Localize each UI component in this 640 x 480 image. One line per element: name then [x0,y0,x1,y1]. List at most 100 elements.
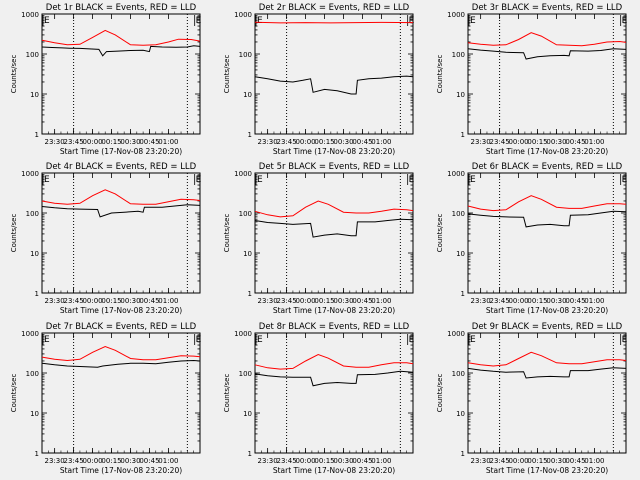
e-marker: E [622,16,628,26]
x-tick-label: 01:00 [371,457,391,465]
e-marker: E [44,175,50,185]
panel-7: Det 7r BLACK = Events, RED = LLD Counts/s… [10,322,202,475]
x-tick-label: 00:15 [314,297,334,305]
x-tick-label: 23:45 [64,297,84,305]
panel-6: Det 6r BLACK = Events, RED = LLD Counts/s… [436,162,628,315]
y-tick-label: 100 [26,51,39,59]
e-marker: E [44,16,50,26]
series-events [41,204,201,218]
x-tick-label: 00:15 [101,457,121,465]
y-tick-label: 100 [452,51,465,59]
y-tick-label: 100 [26,210,39,218]
x-tick-label: 00:30 [333,457,353,465]
y-tick-label: 1 [35,450,39,458]
x-tick-label: 23:45 [277,297,297,305]
x-tick-label: 00:00 [508,457,528,465]
e-marker: E [257,16,263,26]
series-lld [254,200,414,218]
e-marker: E [622,335,628,345]
x-tick-label: 01:00 [158,138,178,146]
e-marker: E [257,335,263,345]
y-tick-label: 100 [239,51,252,59]
x-tick-label: 00:00 [508,297,528,305]
e-marker: E [196,16,202,26]
x-tick-label: 23:45 [490,457,510,465]
x-tick-label: 00:45 [565,457,585,465]
plot-frame [41,13,201,135]
x-tick-label: 00:00 [295,138,315,146]
e-marker: E [196,175,202,185]
e-marker: E [44,335,50,345]
panel-5: Det 5r BLACK = Events, RED = LLD Counts/s… [223,162,415,315]
e-marker: E [409,335,415,345]
y-tick-label: 10 [243,410,252,418]
panel-title: Det 6r BLACK = Events, RED = LLD [472,162,623,172]
plot-frame [41,332,201,454]
y-axis-label: Counts/sec [223,55,231,94]
x-tick-label: 00:15 [314,138,334,146]
x-tick-label: 00:45 [139,297,159,305]
series-events [254,218,414,238]
x-tick-label: 23:30 [45,138,65,146]
y-tick-label: 10 [456,410,465,418]
x-axis-label: Start Time (17-Nov-08 23:20:20) [273,466,395,475]
e-marker: E [622,175,628,185]
y-tick-label: 10 [30,91,39,99]
x-tick-label: 00:15 [101,297,121,305]
series-events [467,48,627,60]
x-tick-label: 00:30 [333,297,353,305]
y-tick-label: 1000 [234,330,252,338]
x-axis-label: Start Time (17-Nov-08 23:20:20) [486,147,608,156]
x-tick-label: 00:30 [333,138,353,146]
plot-frame [254,172,414,294]
x-tick-label: 00:15 [527,138,547,146]
y-axis-label: Counts/sec [223,214,231,253]
y-axis-label: Counts/sec [436,374,444,413]
y-tick-label: 1000 [447,11,465,19]
y-axis-label: Counts/sec [10,214,18,253]
panel-1: Det 1r BLACK = Events, RED = LLD Counts/s… [10,3,202,156]
x-tick-label: 00:30 [120,457,140,465]
y-tick-label: 1000 [21,330,39,338]
y-tick-label: 10 [30,250,39,258]
y-tick-label: 1 [461,450,465,458]
plot-frame [254,332,414,454]
series-events [254,370,414,387]
x-axis-label: Start Time (17-Nov-08 23:20:20) [60,147,182,156]
y-tick-label: 1000 [447,170,465,178]
y-tick-label: 100 [239,210,252,218]
x-tick-label: 23:30 [258,457,278,465]
y-axis-label: Counts/sec [10,55,18,94]
x-tick-label: 00:00 [82,297,102,305]
y-tick-label: 1000 [21,170,39,178]
x-axis-label: Start Time (17-Nov-08 23:20:20) [273,306,395,315]
y-tick-label: 100 [452,370,465,378]
series-lld [467,351,627,367]
y-tick-label: 1 [461,290,465,298]
x-tick-label: 00:00 [295,457,315,465]
x-tick-label: 01:00 [158,457,178,465]
y-axis-label: Counts/sec [10,374,18,413]
y-tick-label: 1 [248,450,252,458]
panel-8: Det 8r BLACK = Events, RED = LLD Counts/s… [223,322,415,475]
x-tick-label: 00:45 [565,297,585,305]
x-tick-label: 01:00 [371,138,391,146]
x-tick-label: 00:15 [314,457,334,465]
x-tick-label: 00:15 [527,457,547,465]
x-tick-label: 00:30 [120,297,140,305]
x-tick-label: 23:45 [64,457,84,465]
series-lld [467,32,627,47]
x-tick-label: 00:30 [120,138,140,146]
e-marker: E [470,335,476,345]
series-lld [467,195,627,212]
y-tick-label: 100 [452,210,465,218]
e-marker: E [409,175,415,185]
x-tick-label: 01:00 [371,297,391,305]
panel-title: Det 2r BLACK = Events, RED = LLD [259,3,410,13]
series-events [467,367,627,379]
y-tick-label: 1000 [234,11,252,19]
e-marker: E [470,175,476,185]
x-tick-label: 00:15 [527,297,547,305]
series-lld [41,189,201,205]
